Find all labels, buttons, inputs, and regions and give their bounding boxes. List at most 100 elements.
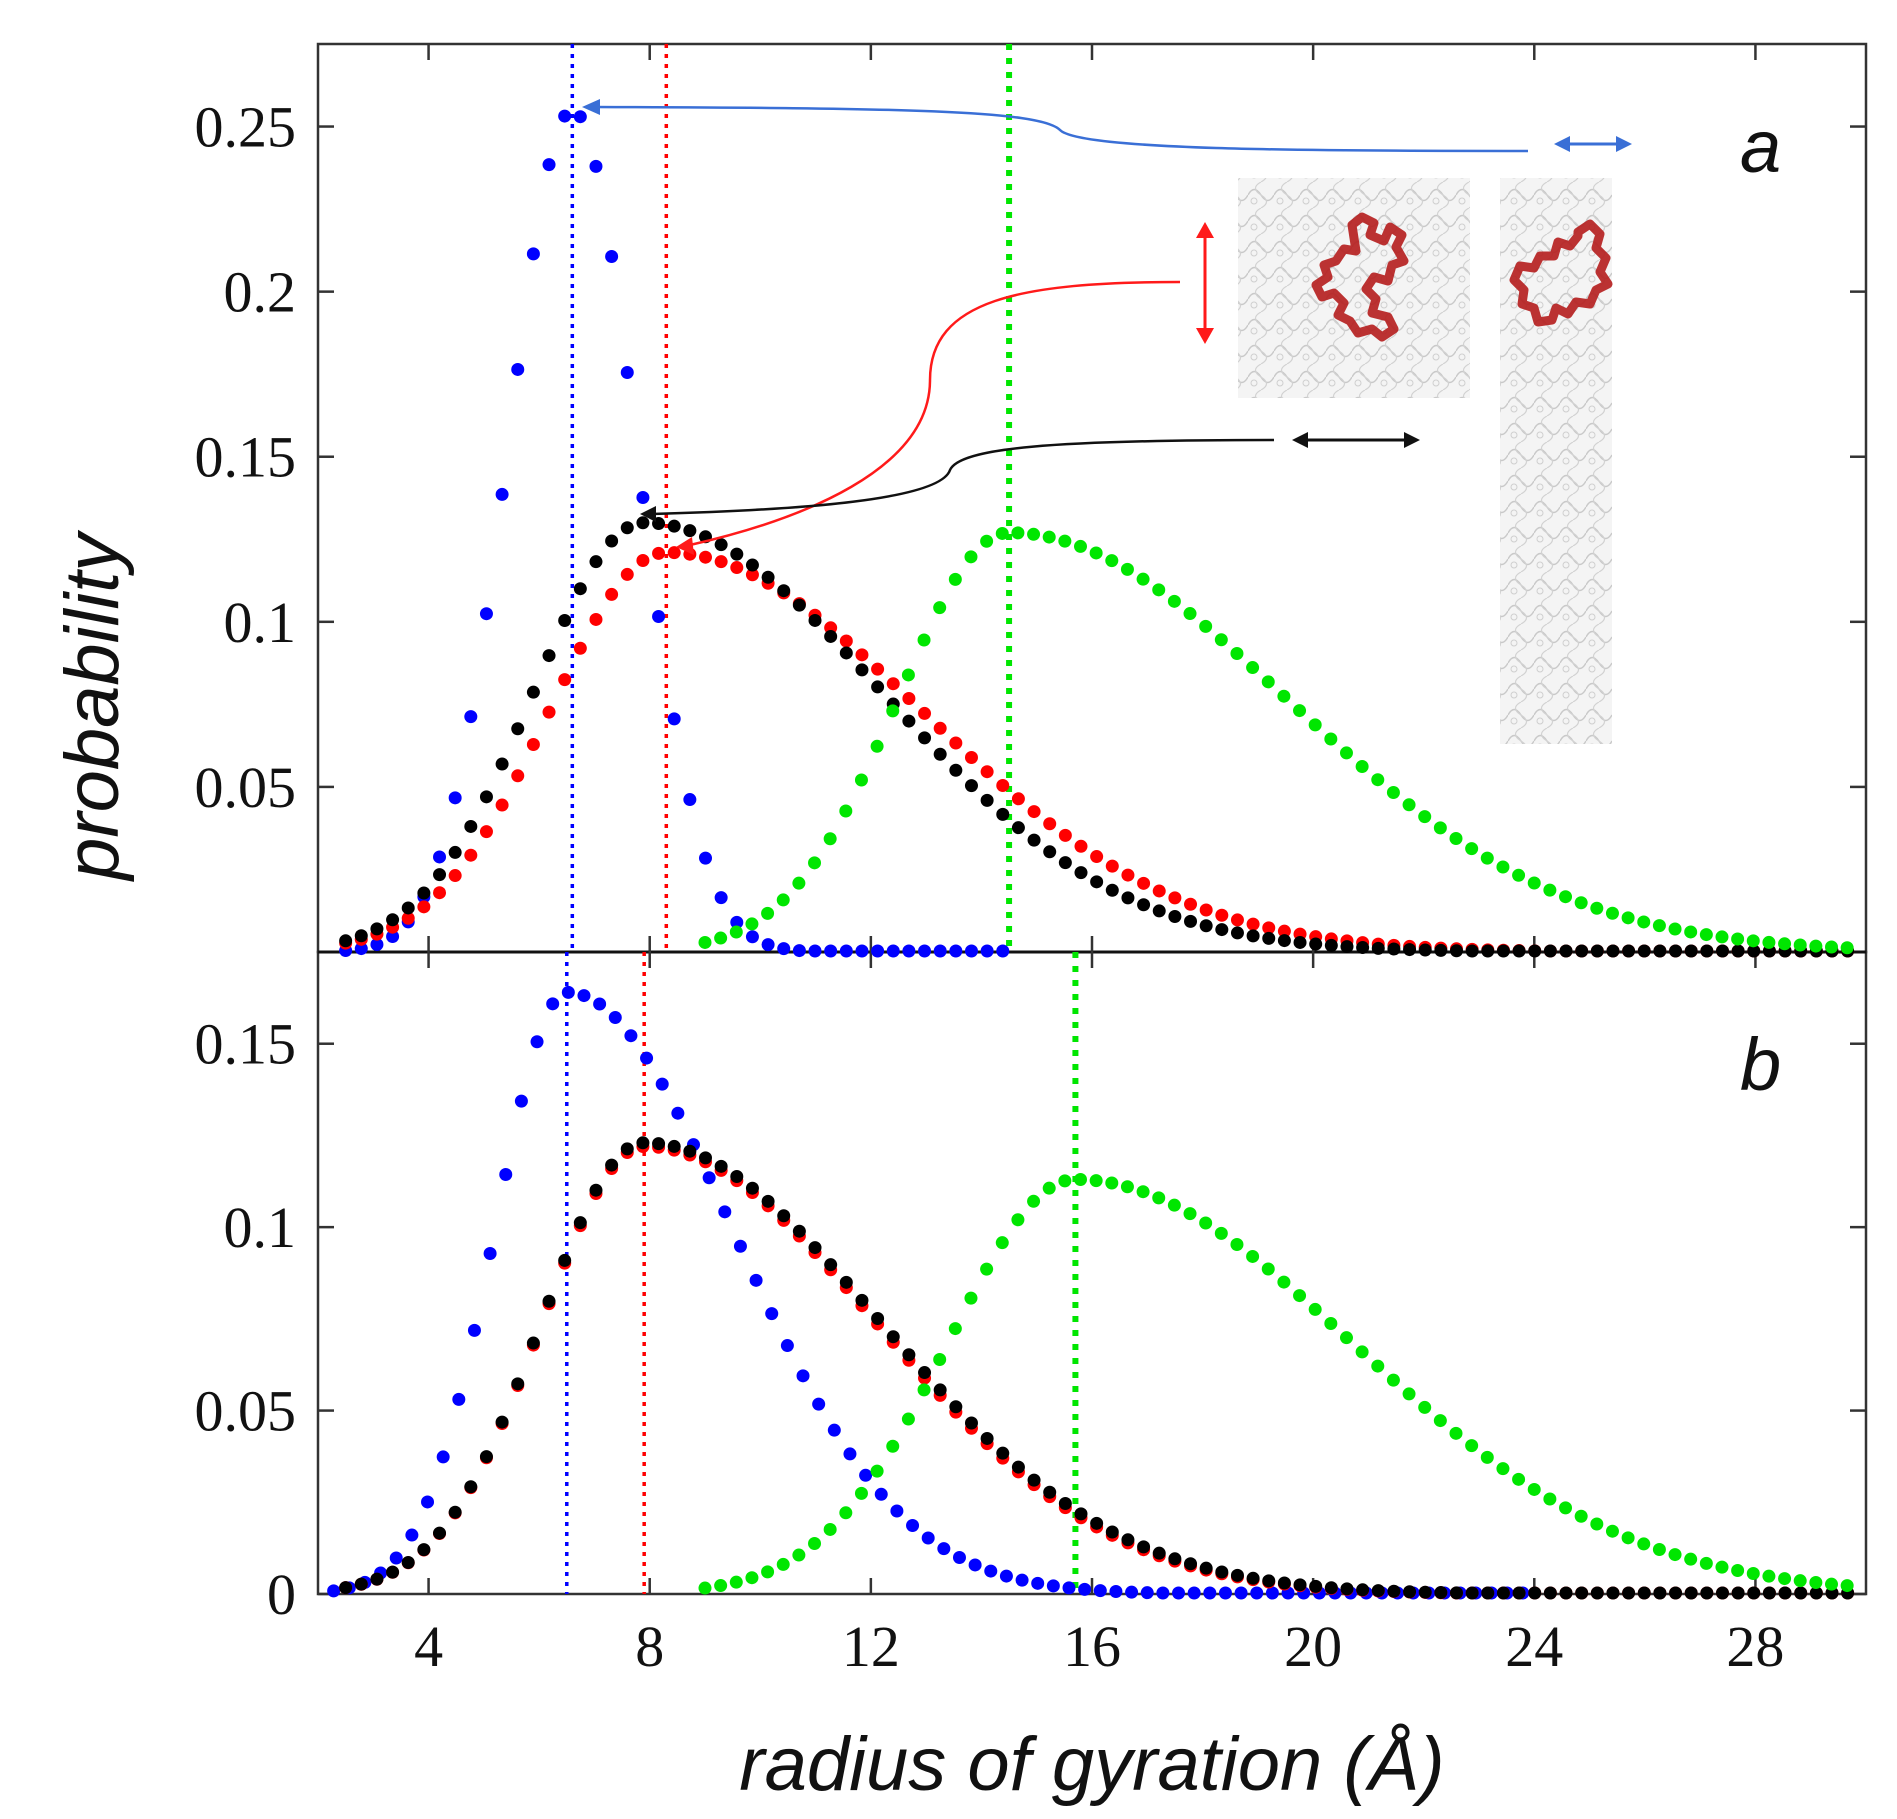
point-red <box>1137 876 1151 890</box>
point-black <box>918 731 932 745</box>
point-black <box>1340 940 1354 954</box>
point-green <box>1465 842 1479 856</box>
point-green <box>729 925 743 939</box>
point-green <box>729 1575 743 1589</box>
point-green <box>995 1236 1009 1250</box>
point-black <box>1168 1552 1182 1566</box>
point-green <box>1293 1289 1307 1303</box>
point-black <box>636 516 650 530</box>
point-green <box>1825 940 1839 954</box>
point-green <box>1559 1501 1573 1515</box>
point-blue <box>921 1531 935 1545</box>
point-black <box>1481 944 1495 958</box>
point-green <box>1058 1174 1072 1188</box>
point-green <box>1214 633 1228 647</box>
point-blue <box>620 365 634 379</box>
point-green <box>1058 534 1072 548</box>
point-green <box>1574 1509 1588 1523</box>
point-green <box>1684 1552 1698 1566</box>
point-black <box>683 1144 697 1158</box>
x-tick-label: 12 <box>842 1614 900 1679</box>
point-green <box>1293 704 1307 718</box>
point-green <box>698 935 712 949</box>
point-black <box>354 1577 368 1591</box>
point-green <box>1136 1185 1150 1199</box>
point-black <box>902 714 916 728</box>
point-green <box>870 1464 884 1478</box>
point-black <box>1747 944 1761 958</box>
point-green <box>745 917 759 931</box>
point-blue <box>577 989 591 1003</box>
point-black <box>1105 883 1119 897</box>
point-black <box>1606 944 1620 958</box>
point-green <box>745 1571 759 1585</box>
point-green <box>886 1439 900 1453</box>
point-green <box>1731 1563 1745 1577</box>
point-black <box>933 747 947 761</box>
point-green <box>1590 1517 1604 1531</box>
x-axis-title: radius of gyration (Å) <box>739 1722 1444 1807</box>
point-blue <box>761 938 775 952</box>
point-black <box>1669 1586 1683 1600</box>
inset-bulk-box <box>1238 178 1470 398</box>
point-black <box>1184 1557 1198 1571</box>
point-green <box>1120 1180 1134 1194</box>
point-black <box>1512 944 1526 958</box>
point-green <box>901 668 915 682</box>
point-blue <box>730 915 744 929</box>
point-black <box>401 901 415 915</box>
point-green <box>714 1579 728 1593</box>
point-blue <box>464 710 478 724</box>
point-green <box>1778 937 1792 951</box>
point-black <box>1622 944 1636 958</box>
point-green <box>1762 935 1776 949</box>
point-black <box>1606 1586 1620 1600</box>
point-blue <box>526 247 540 261</box>
x-tick-label: 28 <box>1726 1614 1784 1679</box>
point-red <box>871 662 885 676</box>
point-black <box>1778 1586 1792 1600</box>
point-blue <box>608 1011 622 1025</box>
point-red <box>933 721 947 735</box>
point-red <box>589 612 603 626</box>
point-black <box>1324 938 1338 952</box>
point-blue <box>780 1339 794 1353</box>
point-green <box>917 1383 931 1397</box>
point-green <box>1590 901 1604 915</box>
point-green <box>1762 1569 1776 1583</box>
data-points <box>327 109 1855 1600</box>
point-blue <box>1156 1586 1170 1600</box>
point-black <box>1011 1460 1025 1474</box>
point-green <box>1042 1181 1056 1195</box>
point-black <box>1058 1496 1072 1510</box>
point-black <box>526 685 540 699</box>
point-black <box>871 680 885 694</box>
y-tick-label: 0.15 <box>195 1012 297 1077</box>
point-blue <box>467 1323 481 1337</box>
point-green <box>1152 1191 1166 1205</box>
point-black <box>1356 941 1370 955</box>
point-black <box>1747 1586 1761 1600</box>
point-black <box>1387 942 1401 956</box>
point-blue <box>796 1369 810 1383</box>
point-black <box>1700 944 1714 958</box>
point-black <box>1074 866 1088 880</box>
point-green <box>1386 1373 1400 1387</box>
point-red <box>1090 850 1104 864</box>
inset-slab <box>1500 178 1613 744</box>
point-blue <box>824 944 838 958</box>
y-tick-label: 0.05 <box>195 755 297 820</box>
point-red <box>996 778 1010 792</box>
point-green <box>1840 1579 1854 1593</box>
point-blue <box>1062 1581 1076 1595</box>
point-blue <box>886 944 900 958</box>
point-black <box>839 1275 853 1289</box>
point-red <box>1027 805 1041 819</box>
point-green <box>1699 1556 1713 1570</box>
point-blue <box>1031 1576 1045 1590</box>
point-green <box>776 1557 790 1571</box>
point-green <box>1465 1439 1479 1453</box>
point-green <box>1496 1462 1510 1476</box>
point-black <box>1074 1507 1088 1521</box>
point-green <box>948 1322 962 1336</box>
